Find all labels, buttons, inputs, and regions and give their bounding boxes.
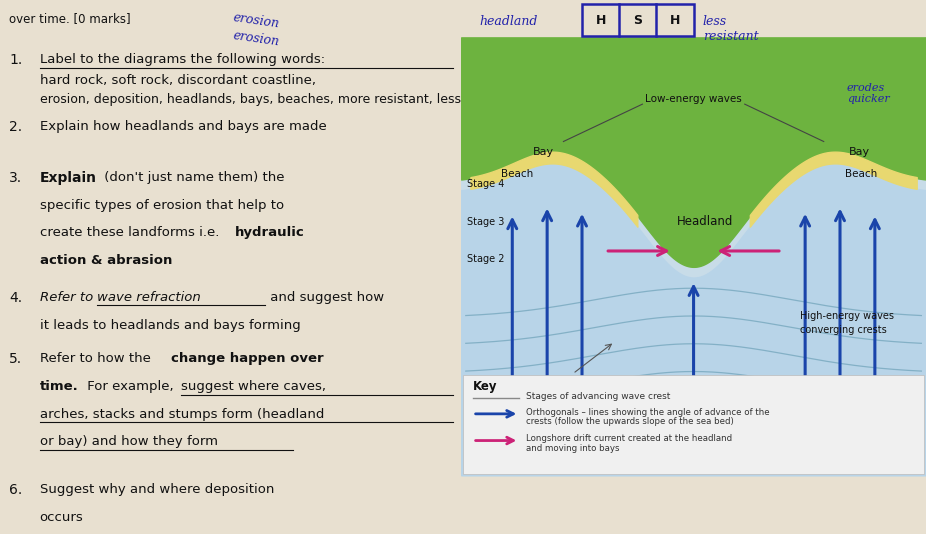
Text: 6.: 6.: [9, 483, 22, 497]
Text: Low-energy waves: Low-energy waves: [645, 94, 742, 104]
Text: Key: Key: [473, 380, 497, 393]
Text: specific types of erosion that help to: specific types of erosion that help to: [40, 199, 283, 211]
Text: (don't just name them) the: (don't just name them) the: [100, 171, 284, 184]
Text: crests (follow the upwards slope of the sea bed): crests (follow the upwards slope of the …: [526, 418, 734, 426]
Text: 2.: 2.: [9, 120, 22, 134]
Text: time.: time.: [40, 380, 79, 393]
Text: In deeper water there is no
frictional drag so waves have a
higher velocity than: In deeper water there is no frictional d…: [507, 382, 639, 426]
Text: it leads to headlands and bays forming: it leads to headlands and bays forming: [40, 319, 300, 332]
Text: 4.: 4.: [9, 291, 22, 305]
Text: and suggest how: and suggest how: [266, 291, 384, 304]
Text: headland: headland: [480, 15, 538, 28]
Text: wave refraction: wave refraction: [96, 291, 200, 304]
Text: Stages of advancing wave crest: Stages of advancing wave crest: [526, 392, 670, 400]
Text: hydraulic: hydraulic: [235, 226, 305, 239]
Text: Headland: Headland: [677, 215, 733, 228]
Text: or bay) and how they form: or bay) and how they form: [40, 435, 218, 448]
Text: erodes
quicker: erodes quicker: [847, 83, 890, 104]
Text: occurs: occurs: [40, 511, 83, 524]
Text: Stage 1: Stage 1: [467, 393, 504, 403]
Text: H: H: [669, 14, 681, 27]
Text: 3.: 3.: [9, 171, 22, 185]
Text: action & abrasion: action & abrasion: [40, 254, 172, 267]
Text: S: S: [633, 14, 643, 27]
Text: Stage 3: Stage 3: [467, 217, 504, 226]
Text: create these landforms i.e.: create these landforms i.e.: [40, 226, 223, 239]
Text: Water becomes shallower;
waves become higher
and steeper: Water becomes shallower; waves become hi…: [743, 382, 854, 414]
Text: over time. [0 marks]: over time. [0 marks]: [9, 12, 131, 25]
Text: Longshore drift current created at the headland: Longshore drift current created at the h…: [526, 435, 732, 443]
Text: erosion: erosion: [232, 11, 281, 30]
Text: Stage 2: Stage 2: [467, 254, 505, 264]
Text: Explain how headlands and bays are made: Explain how headlands and bays are made: [40, 120, 326, 133]
Text: Beach: Beach: [845, 169, 877, 178]
Text: suggest where caves,: suggest where caves,: [181, 380, 326, 393]
Bar: [464, 375, 923, 474]
Text: For example,: For example,: [82, 380, 178, 393]
Text: Refer to: Refer to: [40, 291, 97, 304]
Text: Explain: Explain: [40, 171, 96, 185]
Text: change happen over: change happen over: [171, 352, 324, 365]
Bar: [461, 53, 926, 475]
Text: Stage 4: Stage 4: [467, 179, 504, 189]
Text: H: H: [595, 14, 606, 27]
Text: Label to the diagrams the following words:: Label to the diagrams the following word…: [40, 53, 325, 66]
Text: 5.: 5.: [9, 352, 22, 366]
Text: Bay: Bay: [849, 147, 870, 157]
Text: Orthogonals – lines showing the angle of advance of the: Orthogonals – lines showing the angle of…: [526, 408, 770, 417]
Text: Suggest why and where deposition: Suggest why and where deposition: [40, 483, 274, 496]
Text: 1.: 1.: [9, 53, 22, 67]
Text: erosion: erosion: [232, 29, 281, 49]
Text: less
resistant: less resistant: [703, 15, 758, 43]
Text: hard rock, soft rock, discordant coastline,: hard rock, soft rock, discordant coastli…: [40, 74, 316, 87]
Text: erosion, deposition, headlands, bays, beaches, more resistant, less resistant: erosion, deposition, headlands, bays, be…: [40, 93, 519, 106]
Text: arches, stacks and stumps form (headland: arches, stacks and stumps form (headland: [40, 408, 324, 421]
Text: Bay: Bay: [533, 147, 555, 157]
Text: Refer to how the: Refer to how the: [40, 352, 155, 365]
Text: Beach: Beach: [501, 169, 532, 178]
Text: High-energy waves
converging crests: High-energy waves converging crests: [800, 311, 895, 335]
Text: and moving into bays: and moving into bays: [526, 444, 619, 453]
